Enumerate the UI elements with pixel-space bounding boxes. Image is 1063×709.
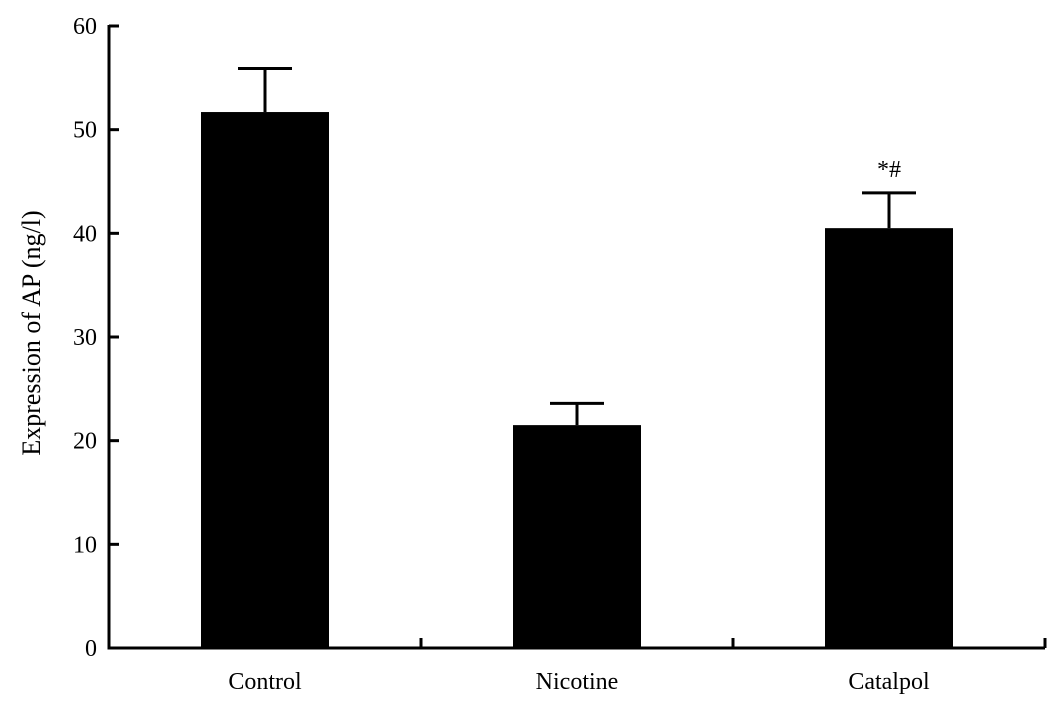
bar-nicotine [513, 425, 641, 648]
y-axis-label: Expression of AP (ng/l) [17, 210, 46, 455]
y-tick-label: 50 [73, 118, 97, 144]
error-bars: *# [238, 67, 916, 426]
y-tick-label: 0 [85, 636, 97, 662]
significance-annotation: *# [877, 157, 901, 183]
y-tick-label: 20 [73, 429, 97, 455]
bars [201, 112, 953, 648]
y-axis-ticks: 0 10 20 30 40 50 60 [73, 14, 119, 662]
x-axis-ticks: Control Nicotine Catalpol [228, 638, 1047, 695]
y-tick-label: 30 [73, 325, 97, 351]
x-tick-label: Nicotine [536, 669, 619, 695]
y-tick-label: 10 [73, 532, 97, 558]
bar-control [201, 112, 329, 648]
bar-catalpol [825, 228, 953, 648]
y-tick-label: 60 [73, 14, 97, 40]
y-tick-label: 40 [73, 221, 97, 247]
x-tick-label: Catalpol [848, 669, 930, 695]
x-tick-label: Control [228, 669, 302, 695]
